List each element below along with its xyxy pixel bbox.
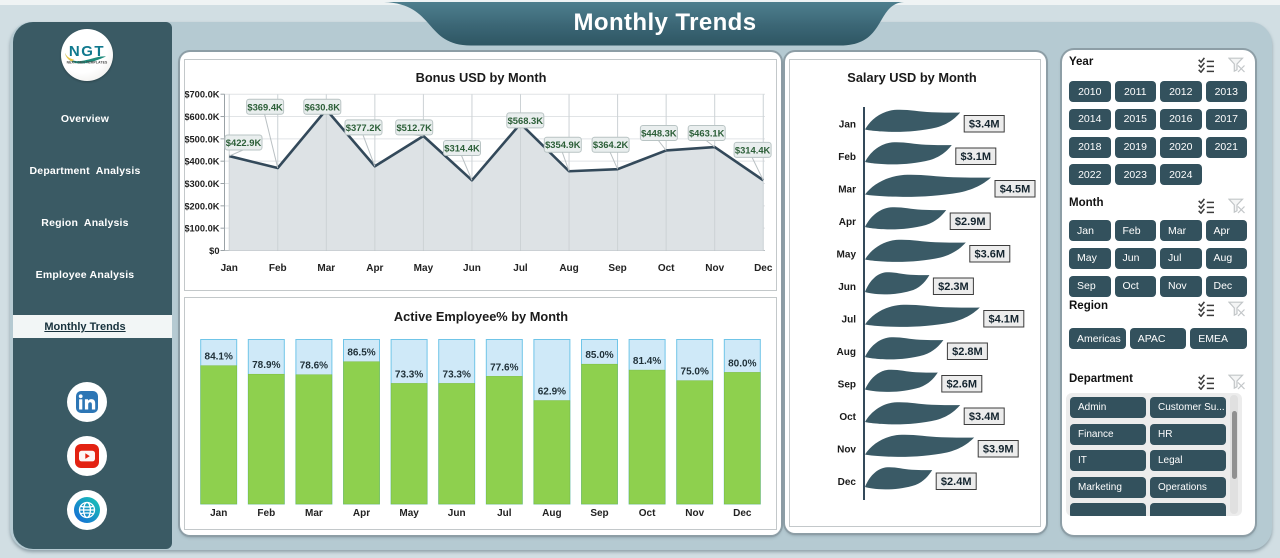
svg-text:75.0%: 75.0% <box>681 367 709 378</box>
svg-text:$2.6M: $2.6M <box>947 379 978 391</box>
svg-text:$2.3M: $2.3M <box>938 281 969 293</box>
svg-text:Mar: Mar <box>305 508 323 519</box>
svg-text:$3.1M: $3.1M <box>961 151 992 163</box>
svg-text:85.0%: 85.0% <box>585 350 613 361</box>
svg-text:May: May <box>837 250 857 261</box>
svg-text:Feb: Feb <box>257 508 275 519</box>
svg-text:$3.4M: $3.4M <box>969 119 1000 131</box>
svg-text:Jun: Jun <box>838 282 856 293</box>
svg-text:78.6%: 78.6% <box>300 361 328 372</box>
svg-text:$2.8M: $2.8M <box>952 346 983 358</box>
svg-text:May: May <box>399 508 419 519</box>
svg-text:Feb: Feb <box>269 263 287 274</box>
svg-text:Jun: Jun <box>448 508 466 519</box>
svg-text:$400.0K: $400.0K <box>185 157 220 167</box>
svg-text:Jun: Jun <box>463 263 481 274</box>
svg-text:Sep: Sep <box>838 380 856 391</box>
svg-text:Salary USD by Month: Salary USD by Month <box>847 70 977 85</box>
svg-text:$3.9M: $3.9M <box>983 444 1014 456</box>
svg-text:Jul: Jul <box>497 508 512 519</box>
svg-text:Apr: Apr <box>366 263 383 274</box>
svg-text:$200.0K: $200.0K <box>185 201 220 211</box>
svg-text:73.3%: 73.3% <box>443 369 471 380</box>
svg-text:$100.0K: $100.0K <box>185 224 220 234</box>
svg-text:Oct: Oct <box>658 263 675 274</box>
svg-text:Jul: Jul <box>513 263 528 274</box>
svg-text:$354.9K: $354.9K <box>545 139 581 150</box>
svg-text:$314.4K: $314.4K <box>735 144 771 155</box>
svg-text:Nov: Nov <box>705 263 724 274</box>
svg-text:$2.4M: $2.4M <box>941 476 972 488</box>
svg-text:Sep: Sep <box>608 263 626 274</box>
svg-text:Feb: Feb <box>838 152 856 163</box>
svg-text:$448.3K: $448.3K <box>641 128 677 139</box>
svg-text:81.4%: 81.4% <box>633 356 661 367</box>
svg-text:Mar: Mar <box>838 185 856 196</box>
svg-text:$4.1M: $4.1M <box>989 314 1020 326</box>
svg-text:$369.4K: $369.4K <box>247 101 283 112</box>
svg-text:May: May <box>414 263 434 274</box>
svg-text:Jan: Jan <box>839 120 856 131</box>
svg-text:Bonus USD by Month: Bonus USD by Month <box>416 70 547 85</box>
svg-text:$463.1K: $463.1K <box>689 128 725 139</box>
svg-text:77.6%: 77.6% <box>490 362 518 373</box>
svg-text:Apr: Apr <box>353 508 370 519</box>
svg-text:84.1%: 84.1% <box>205 352 233 363</box>
svg-text:$512.7K: $512.7K <box>396 122 432 133</box>
svg-text:$300.0K: $300.0K <box>185 179 220 189</box>
svg-text:$2.9M: $2.9M <box>955 216 986 228</box>
svg-text:$314.4K: $314.4K <box>444 143 480 154</box>
svg-text:Apr: Apr <box>839 217 856 228</box>
svg-text:62.9%: 62.9% <box>538 387 566 398</box>
svg-text:$630.8K: $630.8K <box>305 101 341 112</box>
svg-text:$3.4M: $3.4M <box>969 411 1000 423</box>
svg-text:Aug: Aug <box>542 508 561 519</box>
svg-text:Jan: Jan <box>210 508 227 519</box>
svg-text:73.3%: 73.3% <box>395 369 423 380</box>
svg-text:Nov: Nov <box>685 508 704 519</box>
svg-text:$568.3K: $568.3K <box>508 115 544 126</box>
svg-text:Dec: Dec <box>838 477 857 488</box>
svg-text:$3.6M: $3.6M <box>975 249 1006 261</box>
svg-text:78.9%: 78.9% <box>252 360 280 371</box>
svg-text:Dec: Dec <box>733 508 752 519</box>
svg-text:Active Employee% by Month: Active Employee% by Month <box>394 309 568 324</box>
svg-text:Jul: Jul <box>842 315 857 326</box>
svg-text:$4.5M: $4.5M <box>1000 184 1031 196</box>
svg-text:80.0%: 80.0% <box>728 358 756 369</box>
svg-text:$700.0K: $700.0K <box>185 90 220 100</box>
svg-text:Jan: Jan <box>221 263 238 274</box>
svg-text:$500.0K: $500.0K <box>185 134 220 144</box>
svg-text:86.5%: 86.5% <box>347 348 375 359</box>
svg-text:Oct: Oct <box>639 508 656 519</box>
svg-text:$422.9K: $422.9K <box>226 137 262 148</box>
svg-text:Mar: Mar <box>317 263 335 274</box>
svg-text:$0: $0 <box>209 246 219 256</box>
svg-text:Nov: Nov <box>837 445 856 456</box>
svg-text:$364.2K: $364.2K <box>593 139 629 150</box>
svg-text:$600.0K: $600.0K <box>185 112 220 122</box>
svg-text:Aug: Aug <box>837 347 856 358</box>
svg-text:$377.2K: $377.2K <box>346 122 382 133</box>
svg-text:Aug: Aug <box>559 263 578 274</box>
svg-text:Dec: Dec <box>754 263 773 274</box>
svg-text:Sep: Sep <box>590 508 608 519</box>
svg-text:Oct: Oct <box>839 412 856 423</box>
